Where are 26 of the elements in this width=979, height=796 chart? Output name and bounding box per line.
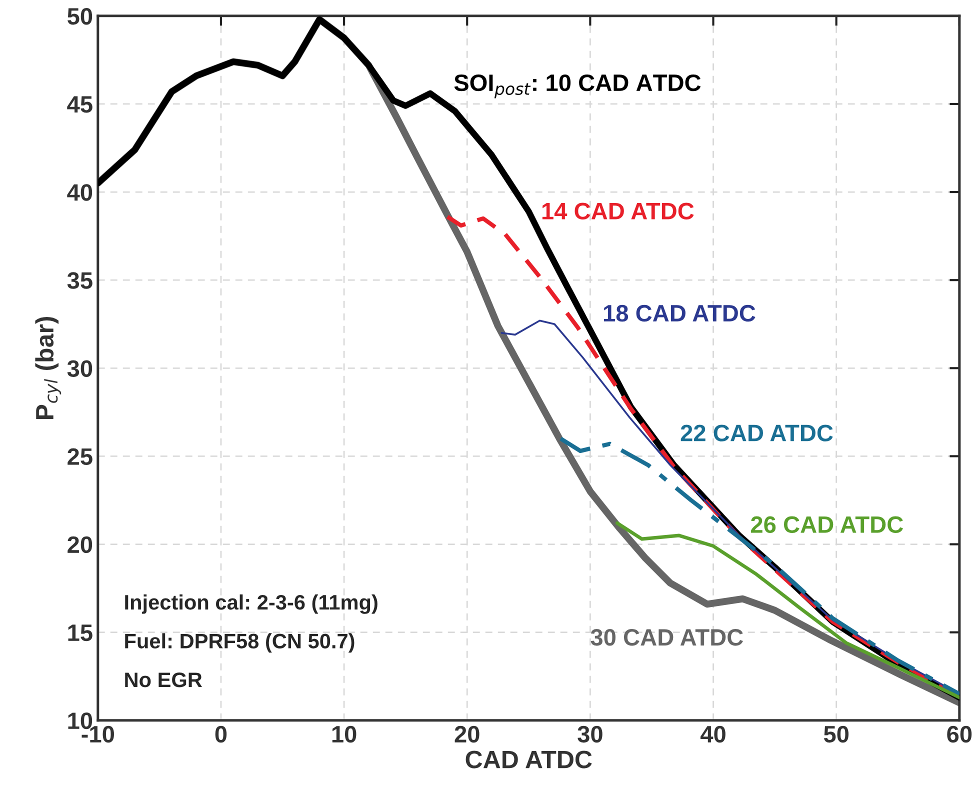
x-tick-label: 40 [700, 726, 726, 743]
annotation: Fuel: DPRF58 (CN 50.7) [125, 633, 354, 653]
y-tick-label: 50 [68, 8, 92, 25]
x-tick-label: 10 [332, 726, 356, 743]
y-tick-label: 20 [68, 536, 92, 554]
series-label: 18 CAD ATDC [604, 304, 756, 322]
y-tick-label: 45 [67, 96, 92, 113]
x-tick-label: 30 [578, 726, 602, 743]
annotation: Injection cal: 2-3-6 (11mg) [125, 594, 378, 614]
x-tick-label: 50 [824, 726, 849, 743]
series-label: SOI$_{post}$: 10 CAD ATDC [454, 74, 701, 98]
x-tick-label: 0 [215, 726, 227, 743]
series-label: 14 CAD ATDC [542, 202, 694, 220]
series-label: 30 CAD ATDC [590, 628, 744, 646]
x-tick-label: 60 [947, 726, 972, 743]
y-axis-title: P$_{cyl}$ (bar) [35, 316, 62, 419]
y-tick-label: 15 [68, 624, 92, 642]
series-label: 26 CAD ATDC [751, 516, 904, 533]
series-label: 22 CAD ATDC [680, 424, 833, 442]
annotation: No EGR [125, 672, 202, 688]
x-axis-title: CAD ATDC [466, 750, 592, 768]
y-tick-label: 40 [67, 184, 92, 201]
y-tick-label: 25 [68, 448, 92, 465]
y-tick-label: 30 [67, 360, 92, 377]
x-tick-label: 20 [454, 726, 480, 743]
y-tick-label: 35 [67, 272, 92, 289]
